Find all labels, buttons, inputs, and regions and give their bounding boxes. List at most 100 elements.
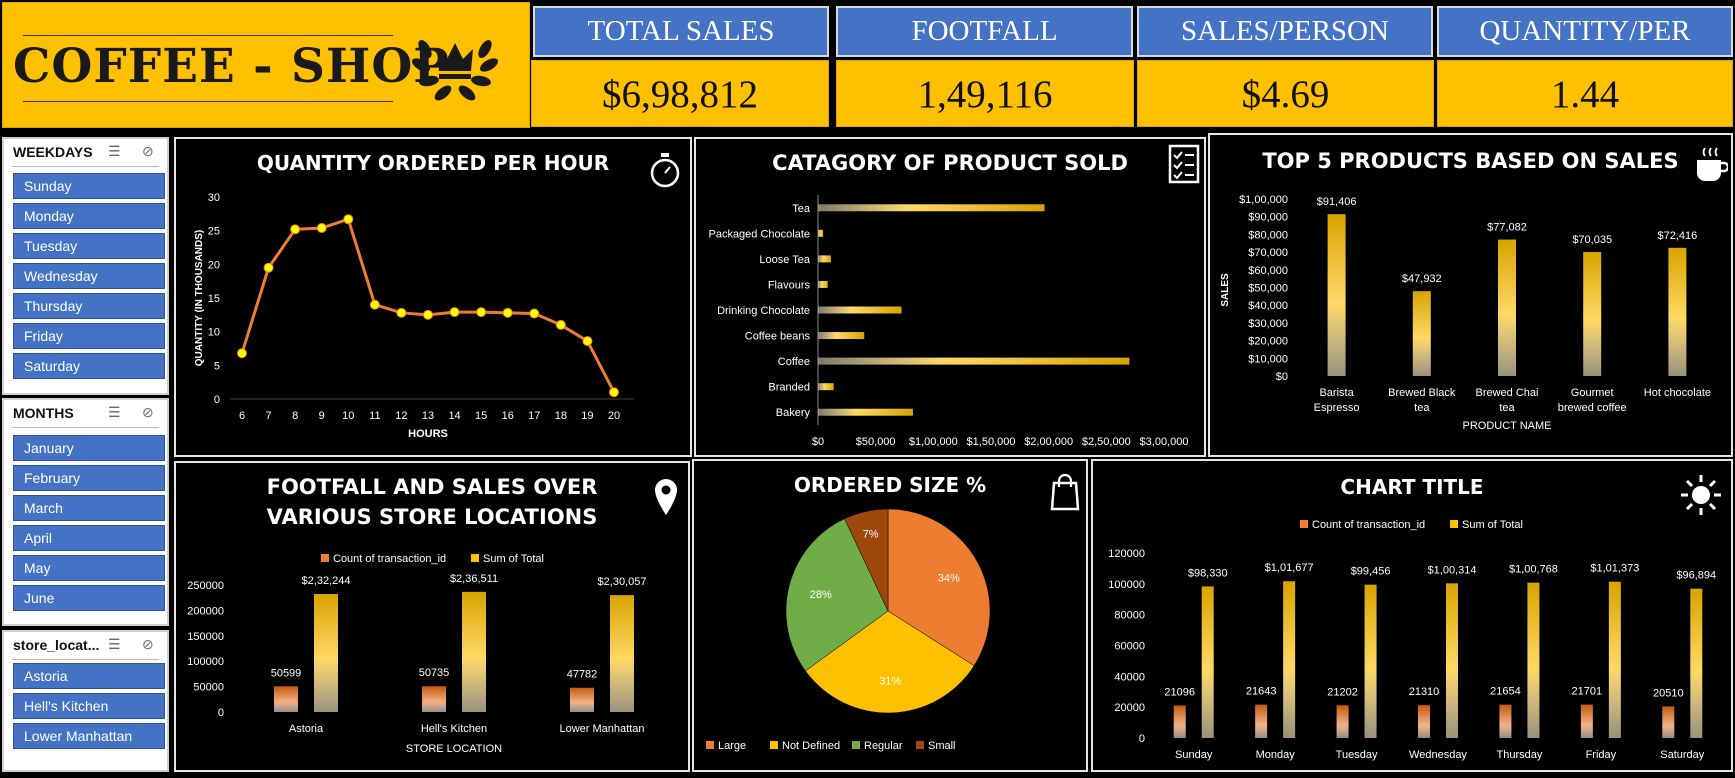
data-label: 50735 <box>419 667 450 679</box>
slicer-item-january[interactable]: January <box>13 435 165 461</box>
x-tick-label: 8 <box>292 410 298 422</box>
chart-weekday: Count of transaction_id Sum of Total 0 2000… <box>1108 519 1716 761</box>
bar-sum <box>1527 582 1540 738</box>
kpi-label-sales-per-person: SALES/PERSON <box>1137 6 1433 57</box>
panel-weekday-chart: CHART TITLE Count of transaction_id Sum o… <box>1091 459 1733 772</box>
clear-filter-icon[interactable]: ⊘ <box>142 636 154 652</box>
slicer-item-astoria[interactable]: Astoria <box>13 663 165 689</box>
data-label: $2,32,244 <box>302 575 351 587</box>
x-tick-label: 19 <box>581 410 593 422</box>
data-point <box>316 222 327 233</box>
x-tick-label: $50,000 <box>856 436 896 448</box>
multi-select-icon[interactable]: ☰ <box>108 636 121 652</box>
bar-sum <box>1364 584 1377 738</box>
chart-title: TOP 5 PRODUCTS BASED ON SALES <box>1262 149 1679 173</box>
x-axis-label: HOURS <box>408 428 448 440</box>
y-tick-label: 0 <box>1139 733 1145 745</box>
x-tick-label: Brewed Black <box>1388 387 1456 399</box>
clear-filter-icon[interactable]: ⊘ <box>142 143 154 159</box>
chart-title: QUANTITY ORDERED PER HOUR <box>256 151 610 175</box>
data-point <box>423 309 433 320</box>
data-label: $2,36,511 <box>450 573 498 585</box>
legend-label: Not Defined <box>782 740 840 752</box>
slicer-item-february[interactable]: February <box>13 465 165 491</box>
y-tick-label: 200000 <box>187 605 224 617</box>
bar <box>818 255 831 263</box>
slicer-item-tuesday[interactable]: Tuesday <box>13 233 165 259</box>
category-label: Loose Tea <box>759 254 810 266</box>
kpi-value-quantity-per: 1.44 <box>1437 60 1733 127</box>
x-tick-label: $2,50,000 <box>1082 436 1131 448</box>
data-label: $1,00,768 <box>1509 564 1558 576</box>
y-tick-label: 15 <box>208 293 220 305</box>
logo-rule-bottom <box>23 101 393 102</box>
bar <box>1668 247 1687 376</box>
data-point <box>396 307 407 318</box>
slicer-item-lower-manhattan[interactable]: Lower Manhattan <box>13 723 165 749</box>
x-tick-label: Wednesday <box>1409 749 1467 761</box>
x-tick-label: Saturday <box>1660 749 1705 761</box>
slicer-item-may[interactable]: May <box>13 555 165 581</box>
x-tick-label: 13 <box>422 410 434 422</box>
y-tick-label: 60000 <box>1114 641 1145 653</box>
data-label: 21096 <box>1164 686 1195 698</box>
slicer-item-thursday[interactable]: Thursday <box>13 293 165 319</box>
bar-sum <box>314 594 338 712</box>
checklist-icon <box>1168 144 1200 184</box>
logo-rule-top <box>23 35 393 36</box>
slicer-store-location: store_locat... ☰ ⊘ Astoria Hell's Kitche… <box>2 630 169 772</box>
bar-sum <box>462 591 486 712</box>
bar <box>818 383 834 391</box>
data-label: 21654 <box>1490 686 1521 698</box>
y-tick-label: 50000 <box>193 682 224 694</box>
bar <box>1327 214 1346 376</box>
y-tick-label: 30 <box>208 192 220 204</box>
bar-sum <box>1608 581 1621 738</box>
clear-filter-icon[interactable]: ⊘ <box>142 404 154 420</box>
y-tick-label: 40000 <box>1114 671 1145 683</box>
x-tick-label: Hot chocolate <box>1644 387 1711 399</box>
data-label: 21643 <box>1246 686 1277 698</box>
slicer-item-march[interactable]: March <box>13 495 165 521</box>
slicer-item-friday[interactable]: Friday <box>13 323 165 349</box>
chart-ordered-size: 34% 31% 28% 7% Large Not Defined Regular Small <box>706 508 991 752</box>
slicer-item-monday[interactable]: Monday <box>13 203 165 229</box>
slicer-months: MONTHS ☰ ⊘ January February March April … <box>2 398 169 626</box>
x-tick-label: 17 <box>528 410 540 422</box>
stopwatch-icon <box>650 153 680 188</box>
slicer-item-june[interactable]: June <box>13 585 165 611</box>
data-label: $99,456 <box>1351 566 1391 578</box>
bar-sum <box>1446 583 1458 738</box>
bar <box>818 229 824 237</box>
y-tick-label: $60,000 <box>1248 265 1288 277</box>
x-tick-label: Brewed Chai <box>1476 387 1539 399</box>
panel-store-locations: FOOTFALL AND SALES OVER VARIOUS STORE LO… <box>174 461 690 772</box>
x-tick-label: 9 <box>319 410 325 422</box>
x-tick-label: Espresso <box>1314 402 1360 414</box>
data-label: 50599 <box>271 667 302 679</box>
slicer-item-saturday[interactable]: Saturday <box>13 353 165 379</box>
bar-sum <box>1283 581 1296 738</box>
pie-slice <box>805 610 975 714</box>
slicer-item-wednesday[interactable]: Wednesday <box>13 263 165 289</box>
bar-count <box>1173 705 1186 738</box>
bar <box>818 408 913 416</box>
multi-select-icon[interactable]: ☰ <box>108 143 121 159</box>
x-tick-label: brewed coffee <box>1558 402 1627 414</box>
slicer-item-sunday[interactable]: Sunday <box>13 173 165 199</box>
multi-select-icon[interactable]: ☰ <box>108 404 121 420</box>
data-point <box>343 214 354 225</box>
chart-title-line2: VARIOUS STORE LOCATIONS <box>266 505 598 529</box>
data-label: 7% <box>863 528 879 540</box>
slicer-item-april[interactable]: April <box>13 525 165 551</box>
data-label: 21701 <box>1572 686 1603 698</box>
y-tick-label: 120000 <box>1108 548 1145 560</box>
data-label: $91,406 <box>1317 196 1357 208</box>
slicer-weekdays-title: WEEKDAYS <box>13 144 93 160</box>
bar-count <box>1662 706 1675 738</box>
slicer-item-hells-kitchen[interactable]: Hell's Kitchen <box>13 693 165 719</box>
data-point <box>609 387 619 398</box>
x-tick-label: tea <box>1499 402 1515 414</box>
data-point <box>290 224 301 235</box>
y-tick-label: $1,00,000 <box>1239 194 1288 206</box>
